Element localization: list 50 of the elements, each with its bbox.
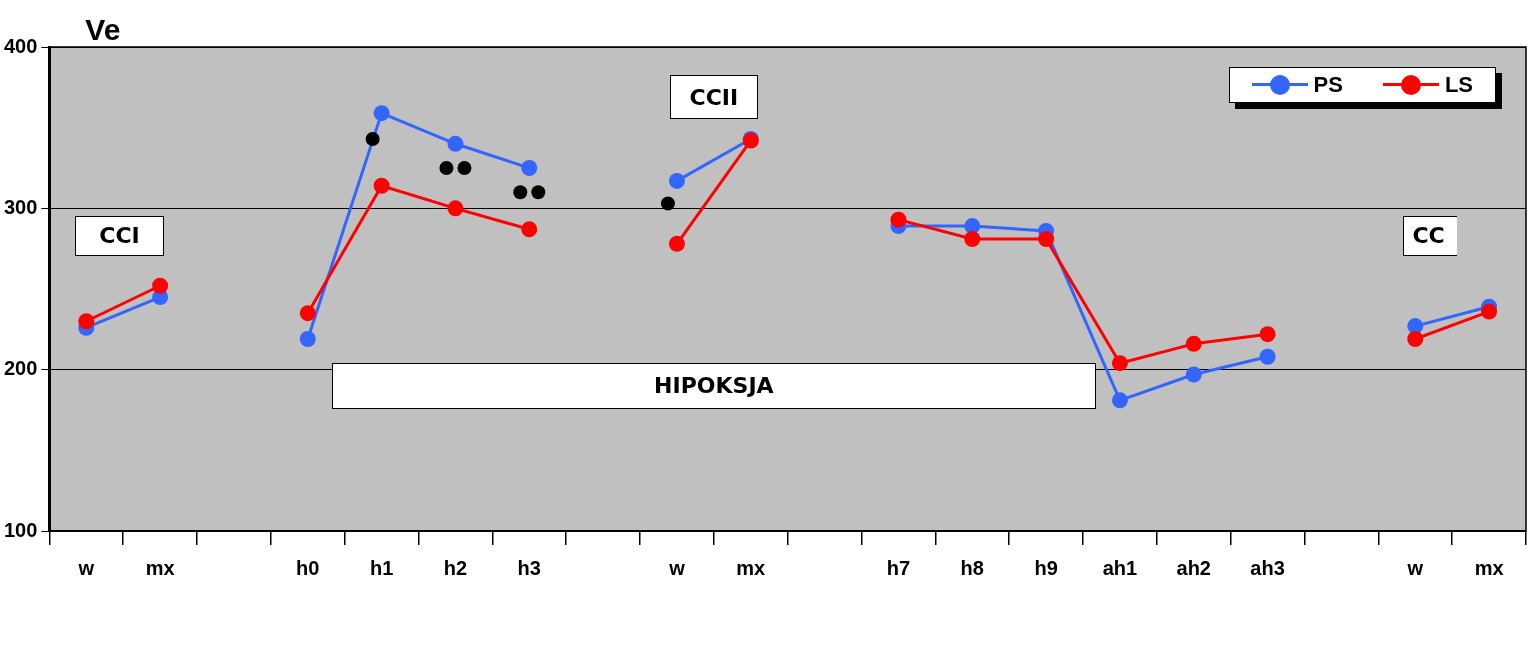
x-tick-label: mx	[736, 556, 766, 579]
point	[890, 211, 907, 228]
y-tick-label: 300	[3, 195, 38, 218]
x-tick-label: h1	[369, 556, 394, 579]
y-axis-title: Ve	[85, 13, 121, 47]
x-tick-label: w	[77, 556, 95, 579]
x-tick-label: ah3	[1250, 556, 1285, 579]
point	[1481, 303, 1498, 320]
point	[1111, 355, 1128, 372]
point	[299, 305, 316, 322]
point	[668, 172, 685, 189]
point	[78, 313, 95, 330]
point	[521, 160, 538, 176]
point	[521, 221, 538, 238]
text-box: CCI	[75, 215, 164, 256]
point	[1259, 348, 1276, 365]
point	[373, 105, 390, 122]
point	[152, 277, 169, 294]
x-tick-label: mx	[1474, 556, 1504, 579]
text-box: CC	[1403, 215, 1457, 256]
point	[299, 331, 316, 348]
point	[668, 235, 685, 252]
text-box: HIPOKSJA	[331, 362, 1096, 409]
point	[964, 230, 981, 247]
point	[1407, 331, 1424, 348]
point	[447, 135, 464, 152]
x-tick-label: h9	[1034, 556, 1058, 579]
x-tick-label: h3	[517, 556, 541, 579]
legend-label: PS	[1313, 72, 1343, 98]
x-tick-label: ah2	[1176, 556, 1211, 579]
x-tick-label: h7	[886, 556, 911, 579]
legend-label: LS	[1444, 72, 1473, 98]
x-tick-label: mx	[145, 556, 175, 579]
point	[1038, 230, 1055, 247]
x-tick-label: w	[1406, 556, 1424, 579]
point	[1259, 326, 1276, 343]
text-box: CCII	[669, 75, 759, 119]
y-tick-label: 100	[3, 518, 38, 541]
y-tick-label: 200	[3, 357, 38, 380]
x-tick-label: h8	[960, 556, 984, 579]
x-tick-label: w	[668, 556, 686, 579]
y-tick-label: 400	[3, 34, 38, 57]
point	[1111, 392, 1128, 409]
point	[1185, 366, 1202, 383]
point	[1185, 335, 1202, 352]
x-tick-label: ah1	[1102, 556, 1138, 579]
x-tick-label: h2	[443, 556, 468, 579]
point	[447, 200, 464, 217]
point	[373, 177, 390, 194]
x-tick-label: h0	[296, 556, 320, 579]
